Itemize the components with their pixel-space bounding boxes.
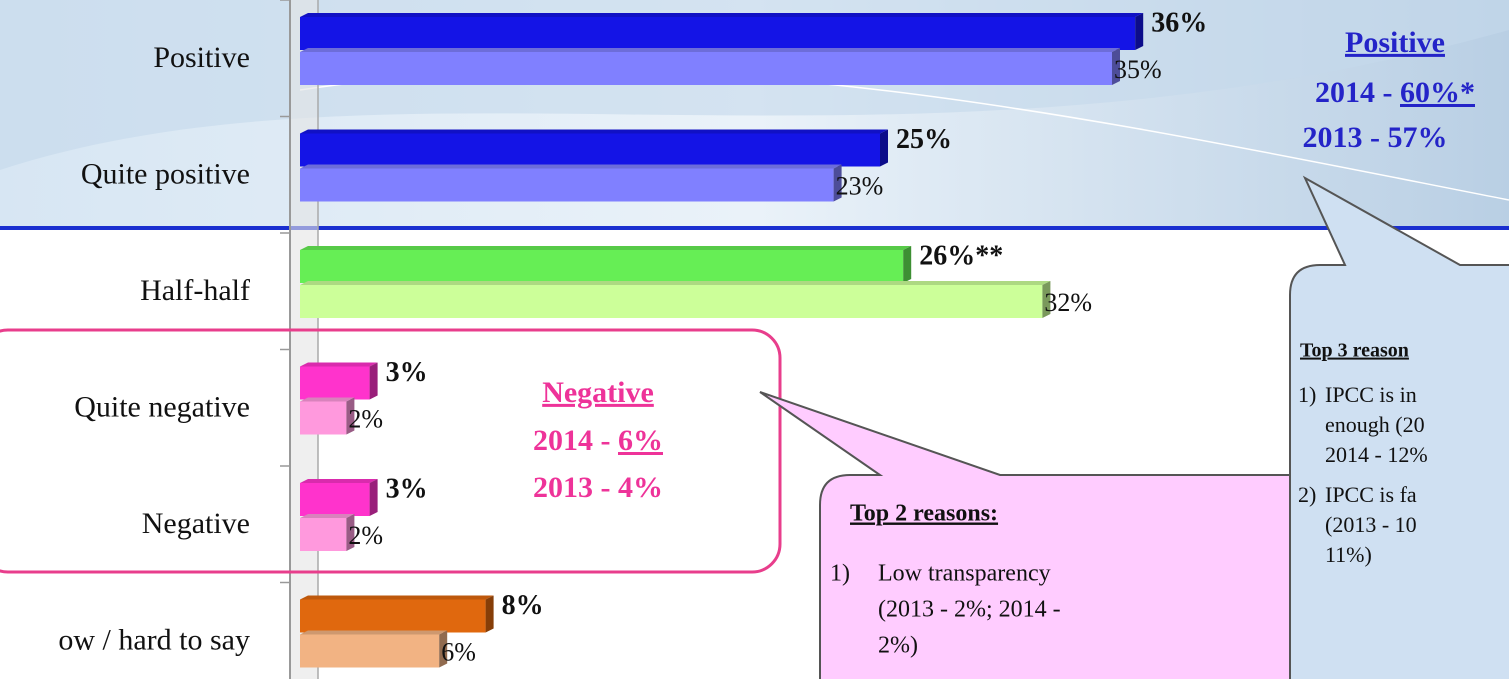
callout-right-title: Top 3 reason — [1300, 340, 1409, 362]
list-number: 1) — [830, 561, 850, 587]
value-label: 3% — [386, 357, 428, 388]
list-number: 1) — [1298, 382, 1316, 407]
bar-side — [1112, 48, 1120, 85]
category-label: Quite positive — [81, 157, 250, 190]
axis-wall — [290, 0, 318, 679]
bar-side — [833, 164, 842, 202]
positive-2013: 2013 - 57% — [1303, 121, 1448, 154]
text-part: 60%* — [1400, 76, 1475, 109]
positive-title: Positive — [1345, 26, 1445, 59]
bar-side — [346, 397, 355, 435]
bar-top — [300, 479, 378, 483]
list-text: enough (20 — [1325, 412, 1425, 437]
bars: Positive Quite positive Half-half Quite neg… — [58, 0, 1207, 668]
bar — [300, 133, 880, 167]
negative-2014: 2014 - 6% — [533, 424, 663, 457]
bar — [300, 518, 347, 551]
category-label: Quite negative — [74, 390, 250, 423]
negative-box — [0, 328, 782, 574]
bar — [300, 401, 347, 435]
list-text: (2013 - 2%; 2014 - — [878, 597, 1061, 623]
bar-side — [1042, 281, 1051, 318]
list-text: 11%) — [1325, 542, 1372, 567]
value-label: 3% — [386, 473, 428, 504]
text-part: 2014 - — [533, 424, 618, 457]
bar-top — [300, 630, 448, 635]
bar — [300, 168, 834, 202]
bar — [300, 17, 1136, 50]
bar-side — [369, 479, 378, 516]
value-label: 23% — [836, 171, 884, 200]
list-text: IPCC is in — [1325, 382, 1417, 407]
bar-side — [369, 362, 378, 400]
list-number: 2) — [1298, 482, 1316, 507]
list-text: Low transparency — [878, 561, 1051, 587]
bar-side — [880, 129, 888, 167]
value-label: 6% — [441, 637, 476, 666]
bar-top — [300, 514, 355, 518]
value-label: 32% — [1044, 288, 1092, 317]
list-text: IPCC is fa — [1325, 482, 1417, 507]
callout-left — [759, 391, 1366, 679]
bar-side — [346, 514, 355, 551]
value-label: 2% — [348, 404, 383, 433]
value-label: 36% — [1151, 7, 1207, 38]
category-label: Positive — [153, 41, 250, 74]
callout-right — [1289, 175, 1509, 679]
value-label: 35% — [1114, 55, 1162, 84]
text-part: 6% — [618, 424, 663, 457]
bar — [300, 599, 486, 633]
bar-side — [439, 630, 448, 668]
text-part: 2014 - — [1315, 76, 1400, 109]
bar-top — [300, 397, 355, 402]
bar — [300, 366, 370, 400]
value-label: 8% — [502, 590, 544, 621]
bar — [300, 285, 1043, 318]
category-label: Negative — [142, 507, 250, 540]
positive-2014: 2014 - 60%* — [1315, 76, 1475, 109]
list-text: (2013 - 10 — [1325, 512, 1417, 537]
list-text: 2014 - 12% — [1325, 442, 1428, 467]
negative-2013: 2013 - 4% — [533, 471, 663, 504]
value-label: 2% — [348, 521, 383, 550]
category-label: ow / hard to say — [58, 623, 250, 656]
bar-top — [300, 164, 842, 169]
bar-top — [300, 281, 1051, 285]
bar-top — [300, 362, 378, 367]
callout-left-title: Top 2 reasons: — [850, 501, 998, 527]
bar-top — [300, 595, 494, 600]
bar — [300, 52, 1112, 85]
bar-side — [903, 246, 912, 283]
category-label: Half-half — [140, 274, 250, 307]
bar — [300, 483, 370, 516]
bar-side — [485, 595, 494, 633]
bar — [300, 634, 440, 668]
bar-top — [300, 13, 1144, 17]
value-label: 25% — [896, 124, 952, 155]
value-label: 26%** — [919, 240, 1003, 271]
bar-top — [300, 48, 1120, 52]
bar-top — [300, 246, 912, 250]
negative-title: Negative — [542, 376, 654, 409]
bar-side — [1135, 13, 1144, 50]
bar-top — [300, 129, 888, 134]
bar — [300, 250, 904, 283]
list-text: 2%) — [878, 633, 918, 659]
